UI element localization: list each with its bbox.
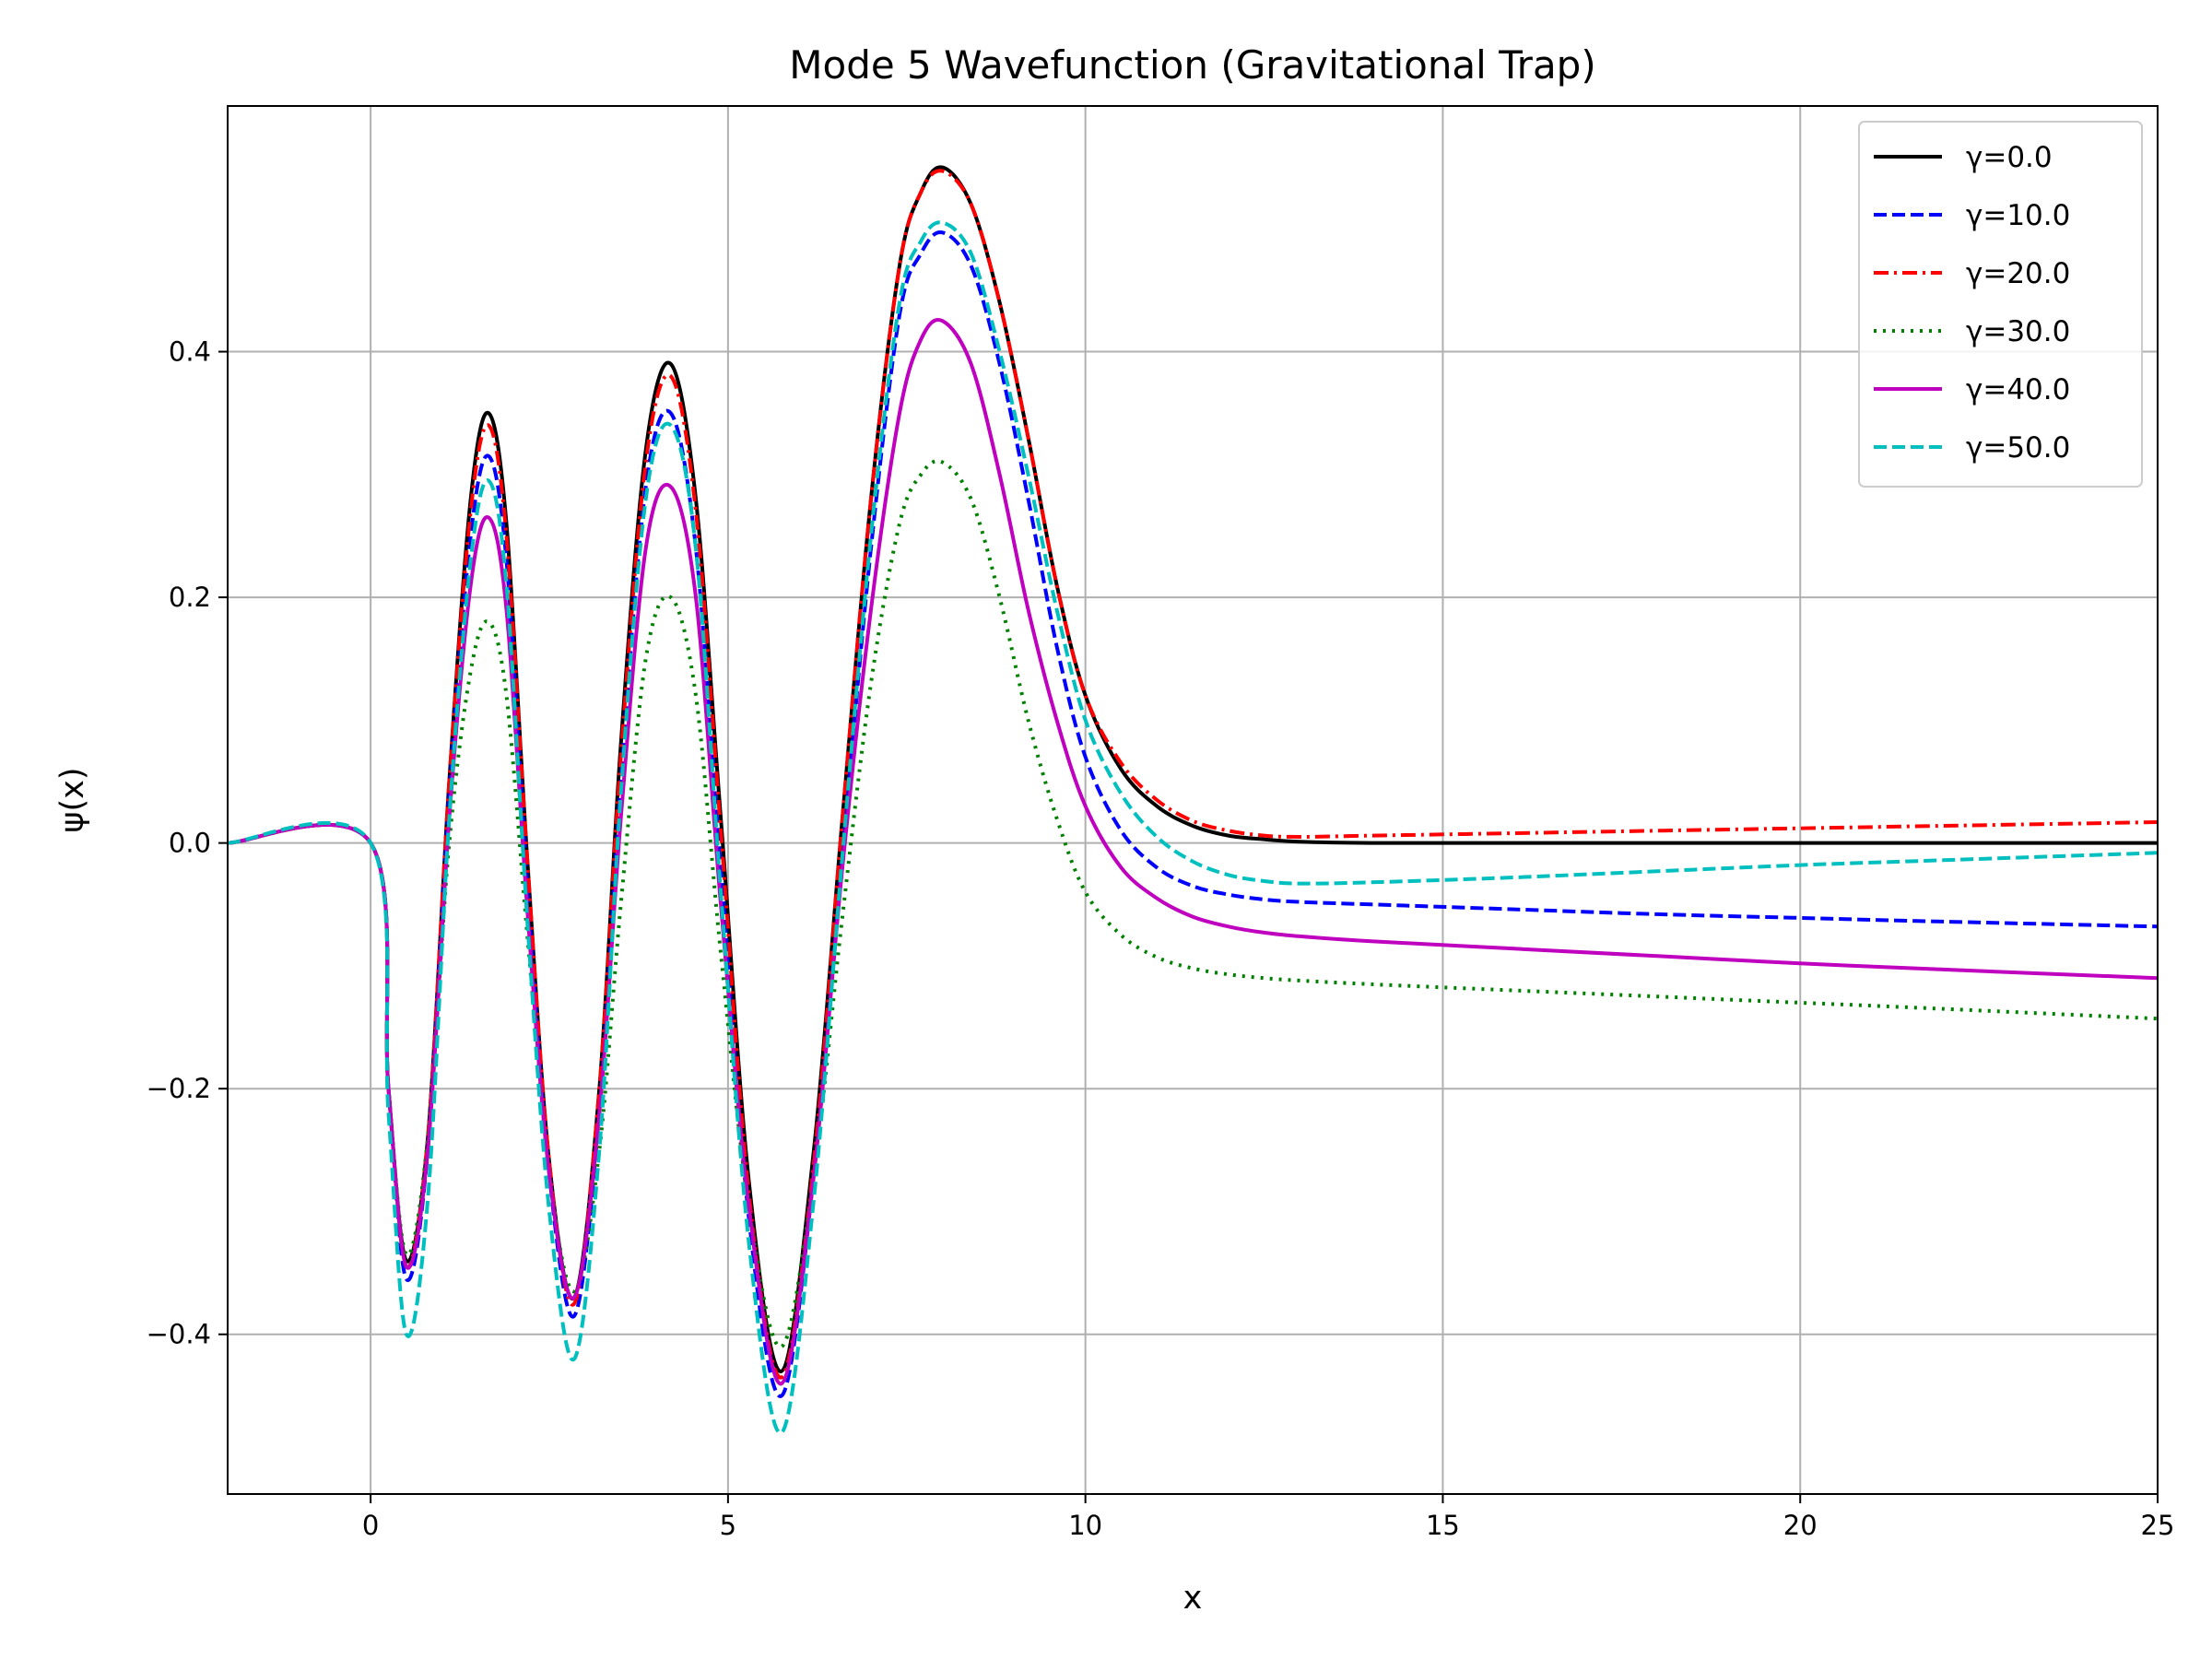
x-tick-label: 10 xyxy=(1068,1510,1102,1541)
plot-frame xyxy=(227,105,2159,1495)
chart-title: Mode 5 Wavefunction (Gravitational Trap) xyxy=(789,42,1595,88)
legend-label: γ=50.0 xyxy=(1966,431,2070,465)
x-axis-label: x xyxy=(1183,1580,1203,1617)
legend: γ=0.0 γ=10.0 γ=20.0 γ=30.0 γ=40.0 γ=50.0 xyxy=(1858,121,2143,488)
legend-label: γ=10.0 xyxy=(1966,199,2070,232)
y-tick-label: −0.4 xyxy=(147,1319,211,1350)
series-line-5 xyxy=(228,220,2158,1435)
legend-label: γ=20.0 xyxy=(1966,257,2070,290)
x-tick-label: 25 xyxy=(2141,1510,2175,1541)
axis-ticks: 0 5 10 15 20 25 −0.4 −0.2 0.0 0.2 0.4 xyxy=(147,336,2175,1541)
legend-label: γ=30.0 xyxy=(1966,315,2070,348)
series-line-4 xyxy=(228,318,2158,1386)
x-tick-label: 0 xyxy=(362,1510,379,1541)
legend-label: γ=40.0 xyxy=(1966,373,2070,406)
x-tick-label: 20 xyxy=(1783,1510,1818,1541)
y-tick-label: 0.2 xyxy=(169,582,211,613)
x-tick-label: 15 xyxy=(1426,1510,1460,1541)
y-tick-label: 0.4 xyxy=(169,336,211,368)
x-tick-label: 5 xyxy=(720,1510,736,1541)
series-lines xyxy=(228,165,2158,1435)
y-axis-label: ψ(x) xyxy=(54,767,91,832)
series-line-1 xyxy=(228,230,2158,1398)
legend-label: γ=0.0 xyxy=(1966,141,2053,174)
y-tick-label: 0.0 xyxy=(169,828,211,859)
y-tick-label: −0.2 xyxy=(147,1073,211,1104)
grid xyxy=(228,106,2159,1494)
